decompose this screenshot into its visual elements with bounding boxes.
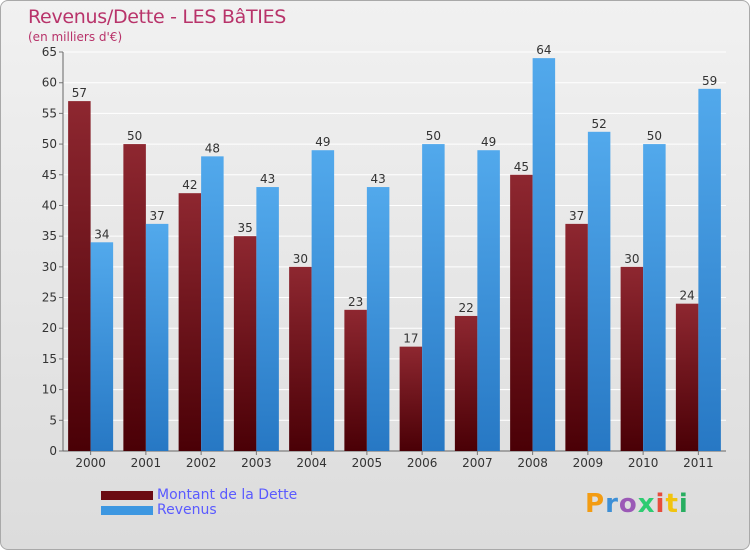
debt-value-label: 24 [679,289,694,303]
y-tick-label: 25 [42,291,57,305]
debt-value-label: 30 [624,252,639,266]
logo-letter: r [605,489,619,519]
debt-bar [123,144,146,452]
revenue-bar [201,156,224,451]
x-tick-label: 2008 [517,456,548,470]
grid-layer [59,51,726,455]
y-tick-label: 65 [42,45,57,59]
debt-value-label: 50 [127,129,142,143]
y-tick-label: 5 [49,413,57,427]
debt-value-label: 22 [458,301,473,315]
y-tick-label: 30 [42,260,57,274]
debt-bar [233,236,257,451]
x-tick-label: 2002 [186,456,217,470]
x-tick-label: 2009 [573,456,604,470]
debt-value-label: 37 [569,209,584,223]
logo-letter: P [585,489,606,519]
debt-value-label: 35 [237,221,252,235]
proxiti-logo: Proxiti [585,489,689,519]
legend-label-debt: Montant de la Dette [157,487,298,503]
bars-layer [68,58,721,452]
y-tick-label: 20 [42,321,57,335]
y-tick-label: 55 [42,106,57,120]
x-tick-label: 2007 [462,456,493,470]
revenue-bar [366,187,390,452]
debt-value-label: 30 [293,252,308,266]
y-tick-label: 15 [42,352,57,366]
x-tick-label: 2001 [131,456,162,470]
debt-value-label: 57 [72,86,87,100]
x-tick-label: 2003 [241,456,272,470]
revenue-bar [311,150,335,451]
revenue-value-label: 49 [315,135,330,149]
debt-value-label: 42 [182,178,197,192]
x-tick-label: 2006 [407,456,438,470]
x-tick-label: 2011 [683,456,714,470]
debt-bar [675,303,699,451]
debt-bar [399,346,423,451]
debt-value-label: 17 [403,332,418,346]
revenue-value-label: 49 [481,135,496,149]
revenue-bar [422,144,445,452]
debt-value-label: 45 [514,160,529,174]
y-tick-label: 10 [42,383,57,397]
revenue-bar [145,223,169,451]
debt-bar [620,266,644,451]
debt-bar [565,223,588,451]
debt-bar [68,101,91,451]
revenue-bar [90,242,114,451]
legend-label-revenue: Revenus [157,502,217,518]
revenue-value-label: 43 [260,172,275,186]
debt-value-label: 23 [348,295,363,309]
y-tick-label: 40 [42,198,57,212]
debt-bar [178,193,202,451]
y-tick-label: 60 [42,76,57,90]
debt-bar [454,315,478,451]
revenue-bar [532,58,556,452]
chart-title: Revenus/Dette - LES BâTIES [28,6,287,28]
logo-letter: i [678,489,689,519]
revenue-bar [256,187,279,452]
x-tick-label: 2004 [296,456,327,470]
logo-letter: o [618,489,638,519]
debt-bar [510,174,533,451]
revenue-value-label: 52 [591,117,606,131]
revenue-value-label: 34 [94,227,109,241]
revenue-bar [477,150,500,451]
revenue-bar [587,131,611,452]
revenue-bar [643,144,666,452]
logo-letter: t [665,489,679,519]
revenue-value-label: 50 [647,129,662,143]
debt-bar [289,266,312,451]
legend-swatch-debt [101,491,153,500]
legend-swatch-revenue [101,506,153,515]
logo-letter: x [637,489,656,519]
y-tick-label: 50 [42,137,57,151]
y-tick-label: 0 [49,444,57,458]
x-tick-label: 2005 [352,456,383,470]
chart-subtitle: (en milliers d'€) [28,30,123,44]
logo-letter: i [655,489,666,519]
revenue-value-label: 43 [370,172,385,186]
revenue-value-label: 64 [536,43,551,57]
x-tick-label: 2010 [628,456,659,470]
revenue-bar [698,88,721,451]
debt-bar [344,309,367,451]
revenue-value-label: 59 [702,74,717,88]
x-tick-label: 2000 [75,456,106,470]
revenue-value-label: 48 [205,141,220,155]
labels-layer: 0 5 10 15 20 25 30 35 40 45 50 55 60 65 57 34 2000 50 37 20… [42,43,718,470]
revenue-value-label: 50 [426,129,441,143]
y-tick-label: 35 [42,229,57,243]
revenue-value-label: 37 [149,209,164,223]
y-tick-label: 45 [42,168,57,182]
